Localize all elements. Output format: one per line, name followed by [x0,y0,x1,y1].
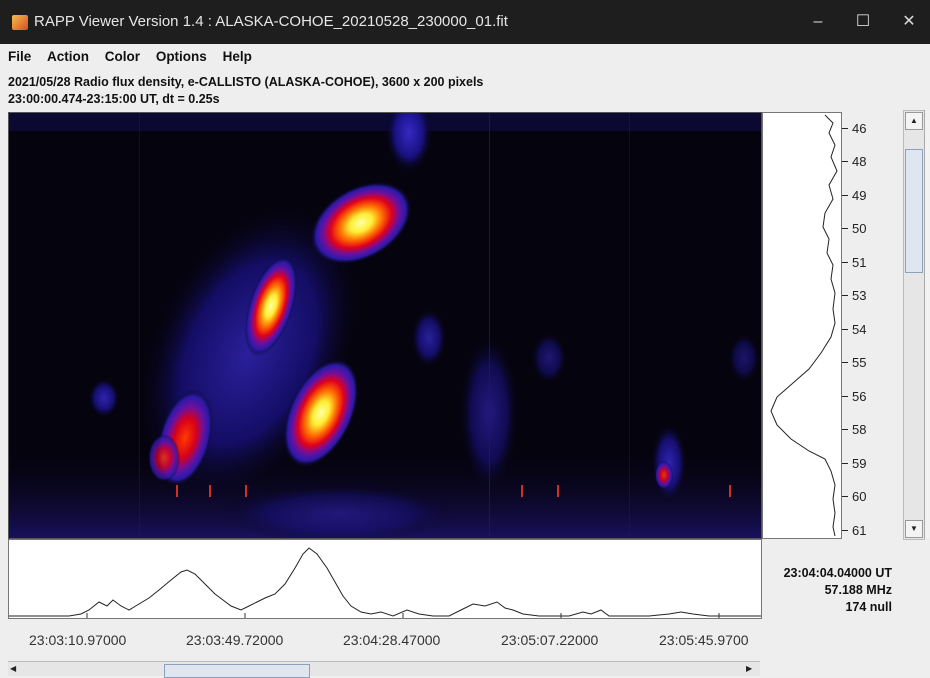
scroll-right-arrow-icon[interactable]: ▶ [746,664,753,673]
horizontal-scroll-thumb[interactable] [164,664,310,678]
freq-label: 54 [852,322,867,337]
vertical-scroll-thumb[interactable] [905,149,923,273]
app-icon [12,15,28,30]
freq-tick [842,429,848,430]
freq-tick [842,530,848,531]
info-line-2: 23:00:00.474-23:15:00 UT, dt = 0.25s [8,92,220,106]
freq-tick [842,295,848,296]
freq-tick [842,329,848,330]
scroll-left-arrow-icon[interactable]: ◀ [10,664,17,673]
menu-bar: File Action Color Options Help [0,44,930,70]
freq-tick [842,228,848,229]
menu-color[interactable]: Color [104,49,141,64]
freq-tick [842,195,848,196]
info-line-1: 2021/05/28 Radio flux density, e-CALLIST… [8,75,484,89]
menu-options[interactable]: Options [155,49,207,64]
light-curve [8,539,762,619]
freq-label: 46 [852,121,867,136]
window-title: RAPP Viewer Version 1.4 : ALASKA-COHOE_2… [34,13,508,30]
freq-label: 61 [852,523,867,538]
info-header: 2021/05/28 Radio flux density, e-CALLIST… [8,74,483,108]
frequency-axis: 46 48 49 50 51 53 54 55 56 58 59 60 61 [841,112,901,542]
freq-label: 58 [852,422,867,437]
freq-tick [842,463,848,464]
close-button[interactable]: ✕ [902,13,916,30]
scroll-up-arrow-icon[interactable]: ▲ [905,112,923,130]
freq-tick [842,262,848,263]
scroll-down-arrow-icon[interactable]: ▼ [905,520,923,538]
spectrogram[interactable] [8,112,762,539]
readout-frequency: 57.188 MHz [824,583,892,597]
light-curve-plot [9,547,761,618]
freq-tick [842,128,848,129]
time-label: 23:03:10.97000 [29,632,127,648]
menu-action[interactable]: Action [47,49,90,64]
menu-help[interactable]: Help [222,49,252,64]
freq-label: 55 [852,355,867,370]
vertical-scrollbar[interactable]: ▲ ▼ [903,110,925,540]
time-label: 23:05:07.22000 [501,632,599,648]
minimize-button[interactable]: – [813,13,823,30]
freq-tick [842,362,848,363]
frequency-profile [762,112,842,539]
freq-label: 60 [852,489,867,504]
freq-label: 51 [852,255,867,270]
side-panel-edge [924,110,930,538]
freq-tick [842,396,848,397]
freq-label: 48 [852,154,867,169]
time-label: 23:04:28.47000 [343,632,441,648]
frequency-profile-plot [770,114,838,537]
freq-tick [842,496,848,497]
spectrogram-image [9,113,761,538]
freq-tick [842,161,848,162]
freq-label: 53 [852,288,867,303]
time-label: 23:03:49.72000 [186,632,284,648]
freq-label: 49 [852,188,867,203]
cursor-readout: 23:04:04.04000 UT 57.188 MHz 174 null [772,565,892,616]
freq-label: 59 [852,456,867,471]
freq-label: 56 [852,389,867,404]
horizontal-scrollbar[interactable]: ◀ ▶ [8,661,760,678]
maximize-button[interactable]: ☐ [855,13,871,30]
readout-value: 174 null [845,600,892,614]
title-bar: RAPP Viewer Version 1.4 : ALASKA-COHOE_2… [0,0,930,44]
freq-label: 50 [852,221,867,236]
menu-file[interactable]: File [8,49,32,64]
time-label: 23:05:45.9700 [659,632,749,648]
readout-time: 23:04:04.04000 UT [783,566,892,580]
